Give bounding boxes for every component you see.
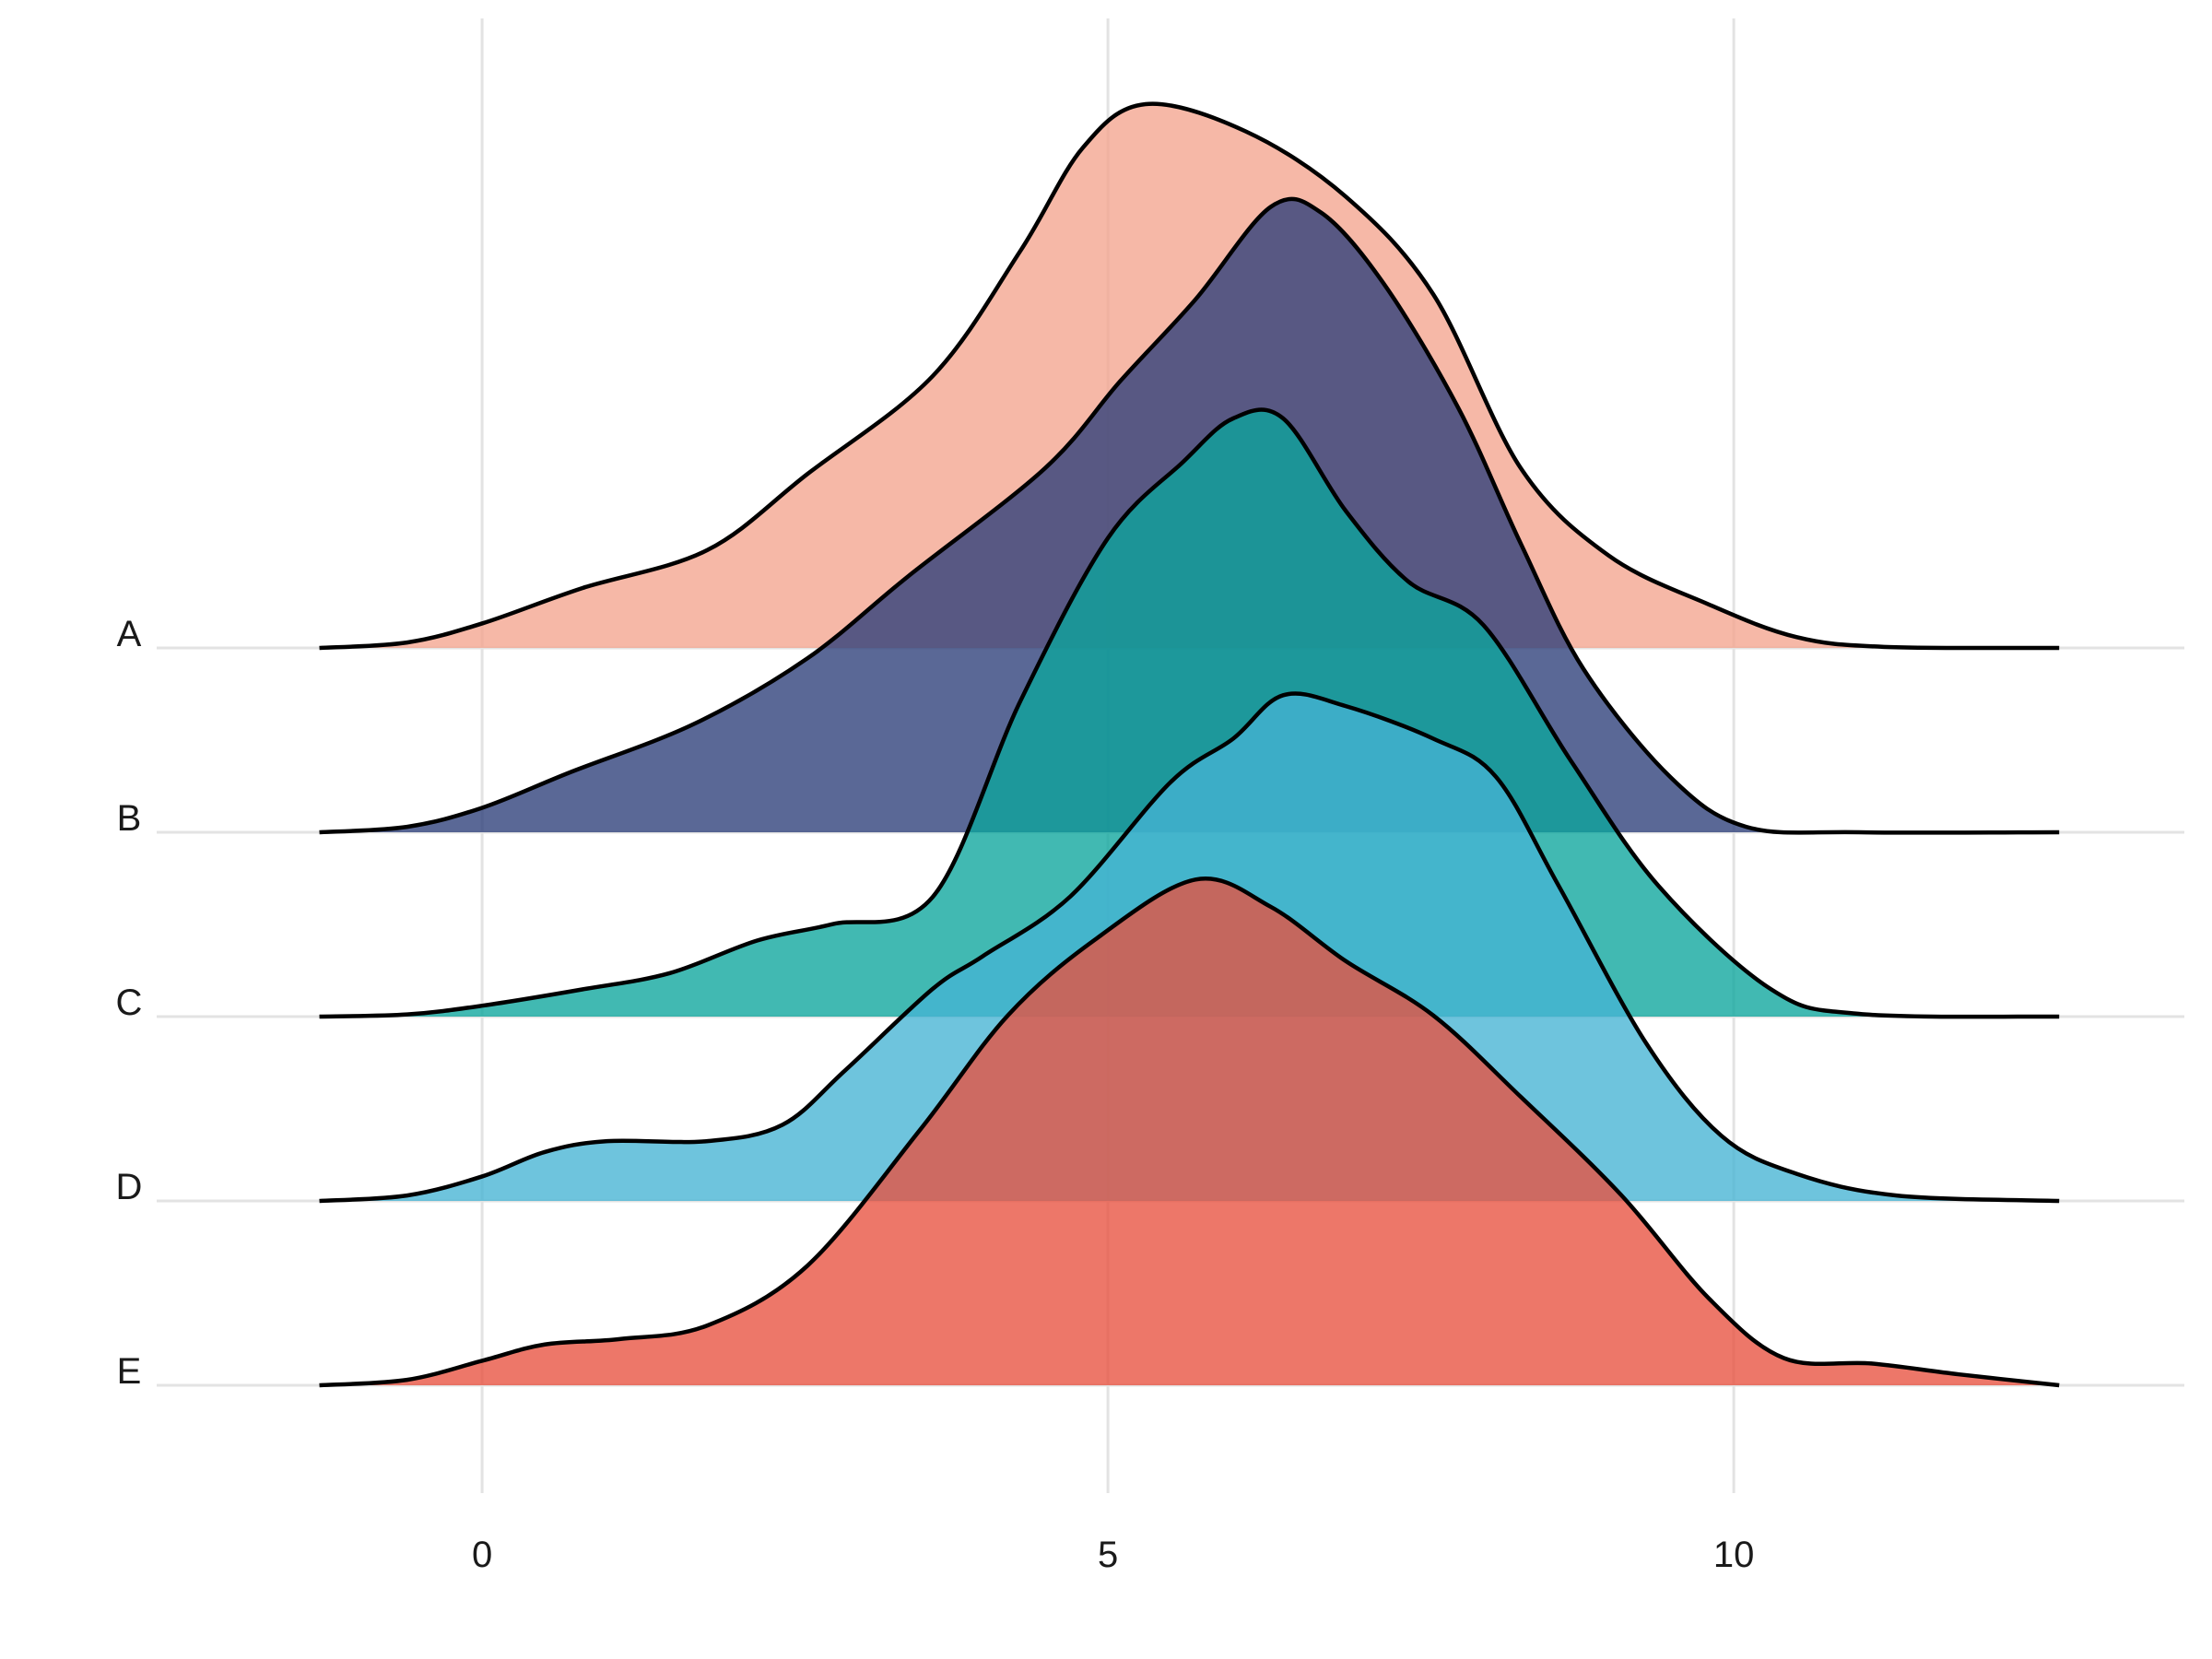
ridge-line-c xyxy=(319,407,2060,1019)
ridge-line-b xyxy=(319,196,2060,835)
category-label-b: B xyxy=(117,798,142,839)
ridge-line-e xyxy=(319,877,2060,1388)
x-tick-label-0: 0 xyxy=(472,1535,492,1575)
label-layer: A B C D E 0 5 10 xyxy=(116,614,1755,1575)
x-tick-label-5: 5 xyxy=(1098,1535,1118,1575)
category-label-a: A xyxy=(117,614,142,654)
ridge-fill-c xyxy=(319,409,2060,1018)
ridge-line-a xyxy=(319,101,2060,651)
ridge-fill-e xyxy=(319,878,2060,1385)
ridge-line-d xyxy=(319,691,2060,1204)
category-label-e: E xyxy=(117,1351,142,1392)
category-label-d: D xyxy=(116,1167,143,1207)
x-tick-label-10: 10 xyxy=(1713,1535,1755,1575)
category-label-c: C xyxy=(116,982,143,1023)
ridge-layer xyxy=(319,101,2060,1388)
